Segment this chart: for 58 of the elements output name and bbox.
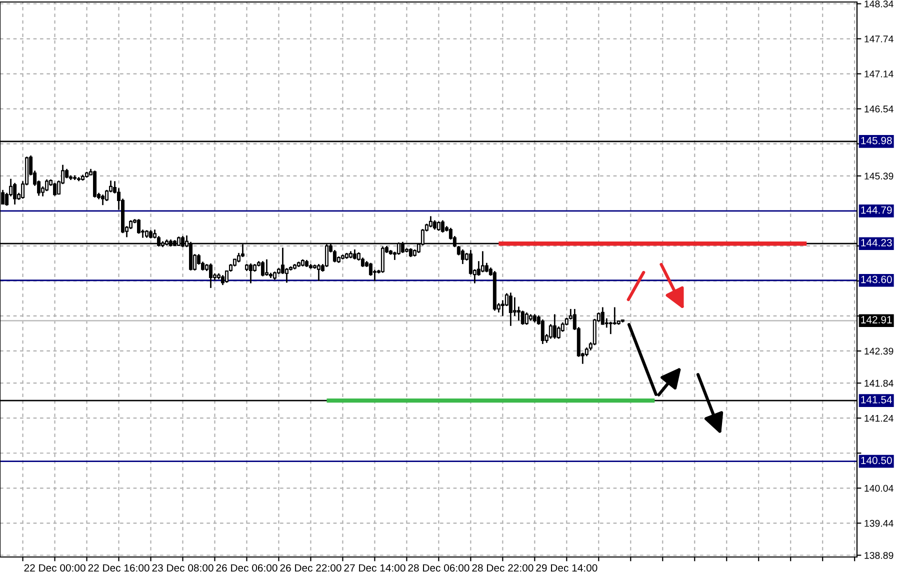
x-tick-label: 28 Dec 22:00 [472,564,534,572]
candlestick [552,314,556,340]
y-tick-label: 147.74 [864,36,894,42]
candlestick [508,292,512,327]
candlestick [600,306,604,326]
y-tick-label: 139.44 [864,520,894,527]
y-tick-label: 142.39 [864,348,894,355]
candlestick [480,250,484,273]
candlestick [380,246,384,274]
candlestick [512,296,516,317]
y-tick-label: 146.54 [864,106,894,112]
x-tick-label: 28 Dec 06:00 [408,564,470,572]
ref-line-label: 145.98 [861,136,892,144]
candlestick [137,218,141,234]
x-tick-label: 27 Dec 14:00 [344,564,406,572]
candlestick [436,220,440,232]
y-tick-label: 141.84 [864,380,894,387]
candlestick [208,262,213,289]
y-tick-label: 145.39 [864,172,894,180]
candlestick [520,310,524,326]
x-tick-label: 22 Dec 00:00 [24,564,86,572]
ref-line-label: 141.54 [861,396,892,404]
candlestick [53,182,57,196]
y-tick-label: 138.89 [864,552,894,559]
candlestick [101,194,105,206]
ref-line-label: 143.60 [861,276,892,284]
y-tick-label: 147.14 [864,70,894,78]
x-tick-label: 26 Dec 22:00 [280,564,342,572]
candlestick [260,260,264,277]
ref-line-label: 142.91 [861,316,892,324]
candlestick [612,306,616,326]
y-tick-label: 140.04 [864,484,894,492]
y-tick-label: 148.34 [864,0,894,8]
x-tick-label: 29 Dec 14:00 [536,564,598,572]
x-tick-label: 23 Dec 08:00 [152,564,214,572]
x-tick-label: 22 Dec 16:00 [88,564,150,572]
candlestick [440,220,444,234]
candlestick [428,215,432,228]
candlestick [352,248,356,260]
candlestick [13,182,17,206]
candlestick [540,318,544,345]
candlestick [460,248,464,265]
candlestick [316,263,320,282]
ref-line-label: 140.50 [861,456,892,464]
candlestick [548,323,552,340]
candlestick [484,262,488,273]
candlestick [524,312,528,326]
candlestick [432,220,436,230]
candlestick [516,306,520,322]
candlestick [220,274,225,286]
ref-line-label: 144.23 [861,239,892,246]
candlestick [360,256,364,268]
x-tick-label: 26 Dec 06:00 [216,564,278,572]
ref-line-label: 144.79 [861,206,892,214]
y-tick-label: 141.24 [864,414,894,422]
candlestick [264,258,268,276]
candlestick [608,321,612,335]
candlestick [248,262,252,284]
